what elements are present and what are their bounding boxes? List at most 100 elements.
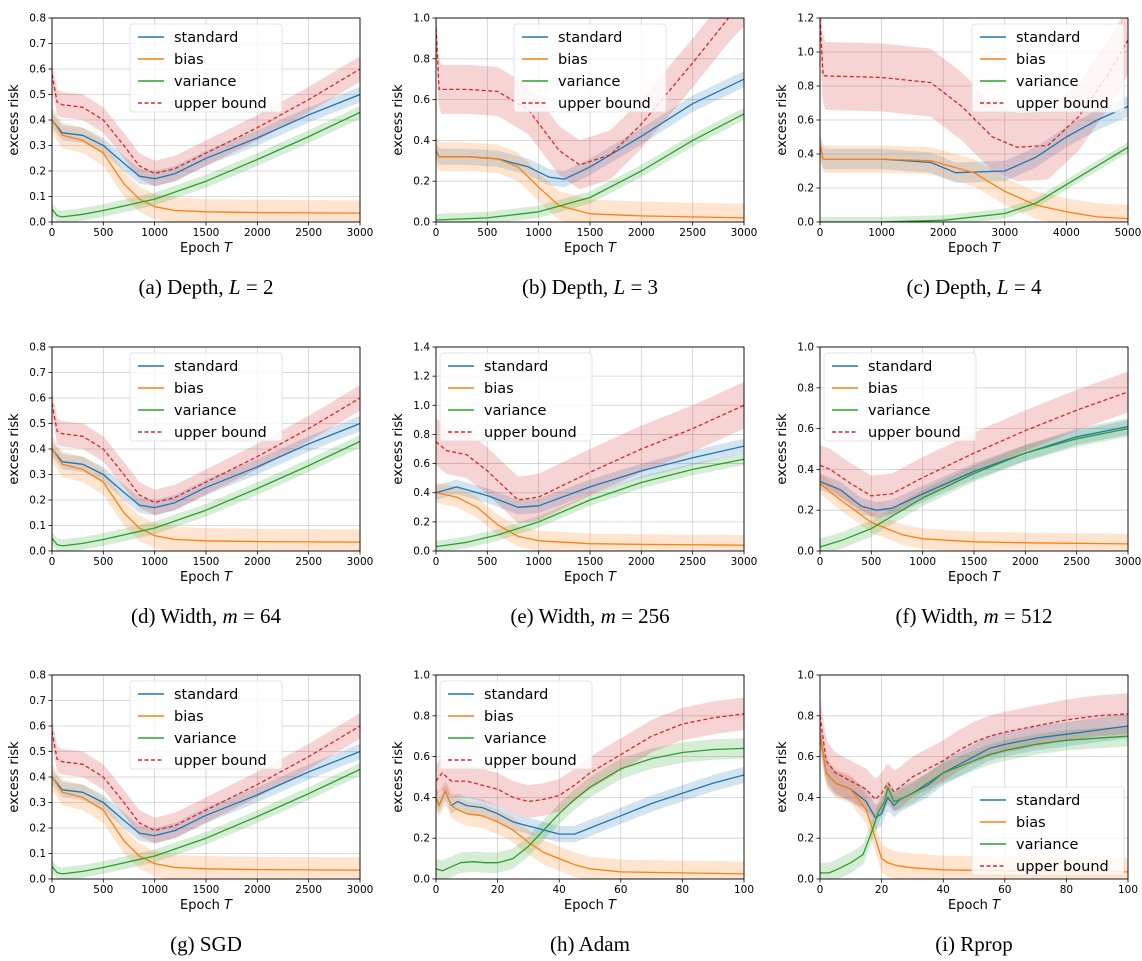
band-upper-bound (436, 382, 744, 524)
chart-panel-f: 0 500 1000 1500 2000 2500 3000 0.0 0.2 0.4 0.6 0.8 1… (775, 342, 1141, 629)
x-tick-label: 3000 (991, 227, 1018, 239)
y-tick-label: 0.1 (29, 520, 46, 532)
x-tick-label: 2000 (930, 227, 957, 239)
x-tick-label: 2500 (295, 884, 322, 896)
y-tick-label: 0.4 (797, 792, 814, 804)
legend-label-standard: standard (558, 30, 622, 46)
subfigure-caption: (f) Width, m = 512 (895, 604, 1052, 628)
x-tick-label: 500 (861, 556, 881, 568)
x-tick-label: 40 (937, 884, 950, 896)
legend: standard bias variance upper bound (971, 786, 1125, 876)
x-tick-label: 0 (49, 227, 56, 239)
band-bias (52, 436, 360, 551)
legend-box (129, 23, 283, 113)
series-line-standard (52, 93, 360, 180)
band-variance (436, 738, 744, 879)
x-axis-label: Epoch T (180, 241, 233, 256)
x-tick-label: 3000 (347, 556, 374, 568)
subfigure-caption: (b) Depth, L = 3 (522, 275, 658, 299)
band-bias (436, 781, 744, 879)
chart-panel-h: 0 20 40 60 80 100 0.0 0.2 0.4 0.6 0.8 1.0 Epoch T exc… (391, 670, 754, 957)
band-bias (820, 473, 1128, 551)
x-tick-label: 0 (433, 556, 440, 568)
series-line-bias (436, 492, 744, 546)
x-tick-label: 20 (491, 884, 504, 896)
legend-label-standard: standard (484, 359, 548, 375)
y-tick-label: 0.0 (29, 546, 46, 558)
x-tick-label: 1500 (193, 227, 220, 239)
x-tick-label: 100 (734, 884, 754, 896)
y-tick-label: 0.5 (29, 418, 46, 430)
x-tick-label: 1000 (525, 556, 552, 568)
x-tick-label: 2000 (628, 556, 655, 568)
subfigure-caption: (c) Depth, L = 4 (907, 275, 1042, 299)
x-tick-label: 2000 (244, 556, 271, 568)
subfigure-caption: (h) Adam (550, 932, 630, 956)
series-line-upper-bound (52, 725, 360, 832)
y-tick-label: 0.3 (29, 140, 46, 152)
x-tick-label: 100 (1118, 884, 1138, 896)
y-tick-label: 0.4 (413, 135, 430, 147)
band-upper-bound (52, 56, 360, 187)
x-tick-label: 1500 (193, 556, 220, 568)
y-tick-label: 0.8 (413, 53, 430, 65)
x-tick-label: 1500 (961, 556, 988, 568)
y-tick-label: 0.1 (29, 848, 46, 860)
x-tick-label: 1000 (909, 556, 936, 568)
series-line-variance (52, 768, 360, 875)
x-tick-label: 500 (93, 556, 113, 568)
series-line-variance (436, 458, 744, 548)
x-tick-label: 3000 (731, 227, 758, 239)
band-standard (436, 71, 744, 188)
y-tick-label: 0.6 (797, 115, 814, 127)
y-tick-label: 0.6 (29, 64, 46, 76)
y-tick-label: 0.6 (29, 393, 46, 405)
y-tick-label: 0.2 (29, 166, 46, 178)
legend-label-variance: variance (484, 731, 547, 747)
legend: standard bias variance upper bound (129, 352, 283, 442)
x-tick-label: 0 (433, 227, 440, 239)
x-tick-label: 1000 (868, 227, 895, 239)
x-tick-label: 1500 (577, 227, 604, 239)
legend-label-standard: standard (868, 359, 932, 375)
y-axis-label: excess risk (391, 413, 406, 485)
series-line-bias (52, 776, 360, 871)
y-tick-label: 0.4 (797, 464, 814, 476)
y-tick-label: 0.1 (29, 191, 46, 203)
y-tick-label: 0.6 (413, 458, 430, 470)
series-line-variance (52, 111, 360, 218)
x-tick-label: 500 (93, 884, 113, 896)
y-tick-label: 0.2 (413, 176, 430, 188)
x-tick-label: 80 (676, 884, 689, 896)
x-tick-label: 60 (614, 884, 627, 896)
legend-label-variance: variance (1016, 74, 1079, 90)
y-tick-label: 0.4 (29, 772, 46, 784)
legend-label-standard: standard (174, 359, 238, 375)
plot-area (820, 371, 1128, 551)
y-axis-label: excess risk (775, 741, 790, 813)
series-line-bias (820, 145, 1128, 220)
band-upper-bound (52, 713, 360, 844)
x-tick-label: 2500 (295, 227, 322, 239)
y-tick-label: 0.8 (29, 342, 46, 354)
band-bias (436, 136, 744, 222)
x-tick-label: 2000 (244, 884, 271, 896)
x-axis-label: Epoch T (180, 898, 233, 913)
band-standard (436, 766, 744, 843)
x-tick-label: 0 (817, 556, 824, 568)
y-tick-label: 0.8 (29, 670, 46, 682)
y-tick-label: 1.0 (797, 342, 814, 354)
y-tick-label: 0.7 (29, 38, 46, 50)
y-tick-label: 0.4 (29, 115, 46, 127)
legend: standard bias variance upper bound (513, 23, 667, 113)
y-tick-label: 1.2 (797, 13, 814, 25)
chart-panel-e: 0 500 1000 1500 2000 2500 3000 0.0 0.2 0.4 0.6 0.8 1… (391, 342, 757, 629)
y-tick-label: 0.6 (797, 751, 814, 763)
y-tick-label: 1.0 (413, 400, 430, 412)
x-tick-label: 500 (93, 227, 113, 239)
y-tick-label: 0.5 (29, 89, 46, 101)
legend-label-upper-bound: upper bound (174, 425, 267, 441)
y-tick-label: 0.0 (413, 546, 430, 558)
y-tick-label: 0.2 (413, 833, 430, 845)
y-axis-label: excess risk (7, 741, 22, 813)
